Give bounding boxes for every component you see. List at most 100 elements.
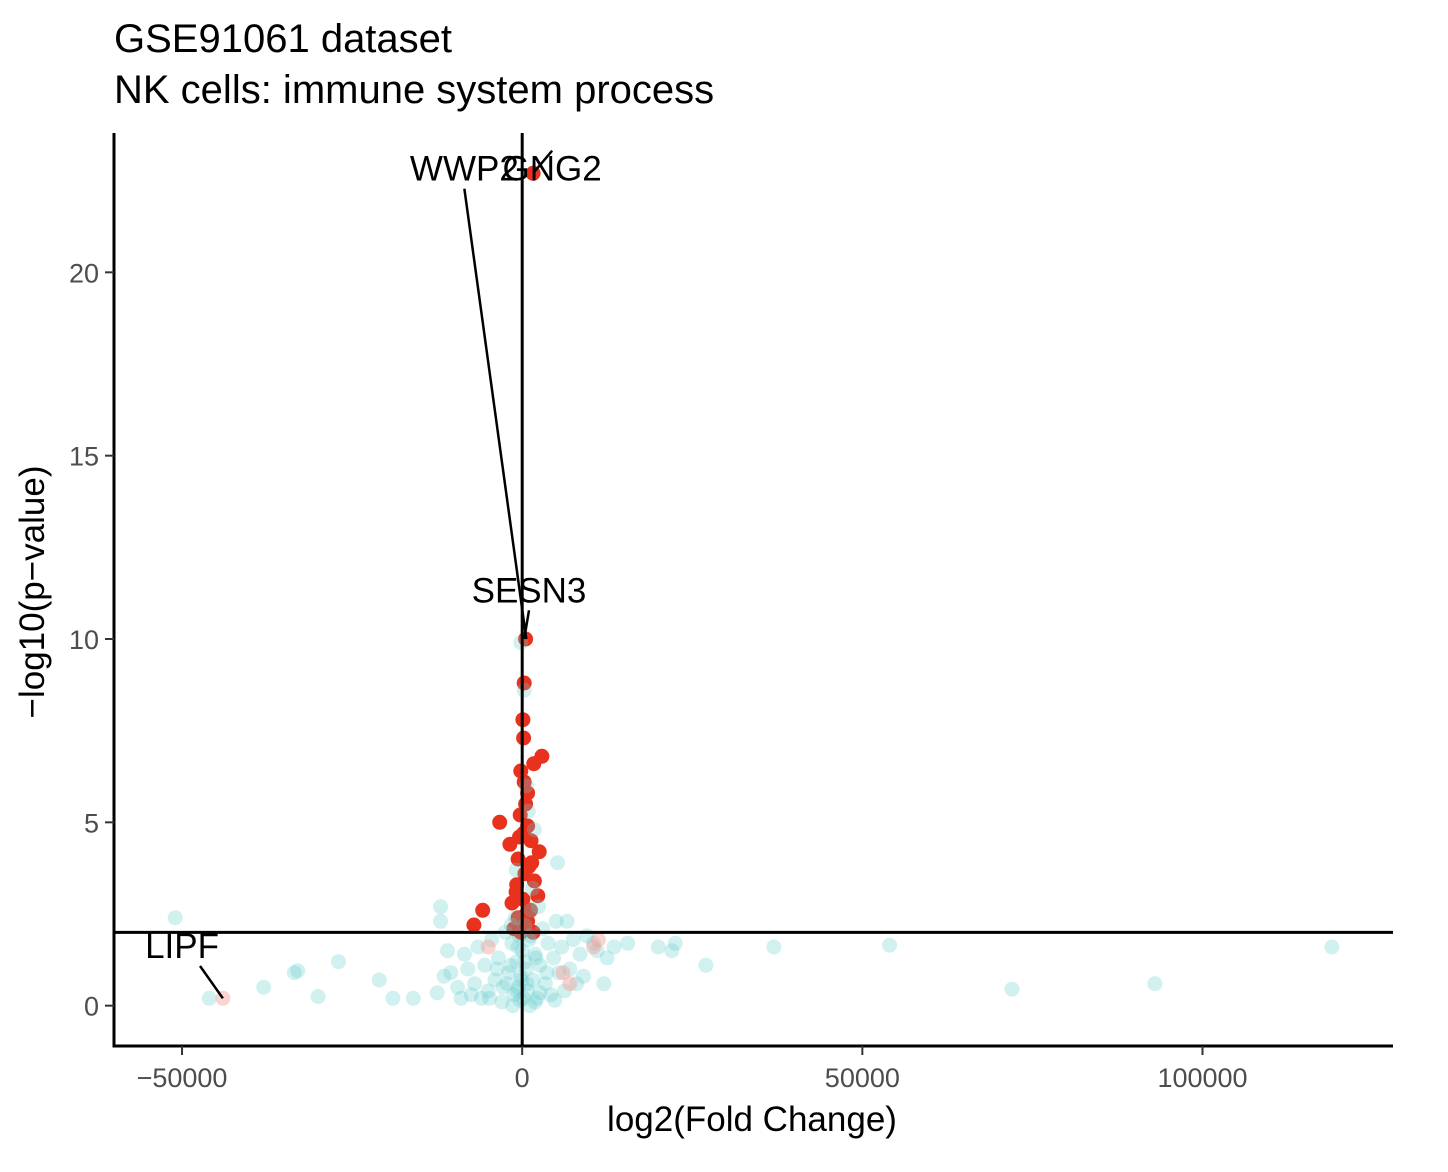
- data-point: [508, 884, 524, 900]
- y-axis-title: −log10(p−value): [13, 466, 52, 719]
- data-point: [512, 807, 528, 823]
- data-point: [463, 987, 479, 1003]
- data-point: [698, 957, 714, 973]
- series-1: [167, 635, 1340, 1014]
- chart-title: GSE91061 dataset: [114, 17, 452, 61]
- data-point: [489, 961, 505, 977]
- data-point: [466, 917, 482, 933]
- data-point: [310, 989, 326, 1004]
- data-point: [606, 939, 622, 955]
- data-point: [503, 957, 519, 973]
- data-point: [516, 675, 532, 691]
- data-point: [433, 913, 449, 929]
- data-point: [433, 899, 449, 915]
- data-point: [501, 965, 517, 981]
- data-point: [664, 943, 680, 959]
- data-point: [512, 992, 528, 1008]
- data-point: [522, 998, 538, 1014]
- data-point: [467, 976, 483, 992]
- data-point: [509, 954, 525, 970]
- data-point: [517, 954, 533, 970]
- data-point: [490, 950, 506, 966]
- data-point: [554, 939, 570, 955]
- data-point: [521, 932, 537, 948]
- data-point: [882, 937, 898, 953]
- data-point: [286, 965, 302, 981]
- data-point: [450, 979, 466, 995]
- y-tick-label: 10: [69, 625, 99, 655]
- data-point: [512, 829, 527, 845]
- data-point: [524, 880, 540, 896]
- data-point: [543, 987, 559, 1003]
- gene-label: WWP2: [410, 150, 519, 189]
- chart-subtitle: NK cells: immune system process: [114, 68, 714, 112]
- data-point: [531, 899, 546, 915]
- data-point: [505, 998, 521, 1014]
- data-point: [443, 965, 459, 981]
- data-point: [526, 756, 542, 772]
- data-point: [620, 935, 636, 951]
- data-point: [477, 957, 493, 973]
- data-point: [492, 814, 508, 830]
- data-point: [439, 943, 455, 959]
- data-point: [473, 990, 489, 1006]
- y-tick-label: 15: [69, 442, 99, 472]
- data-point: [484, 932, 500, 948]
- gene-label: GNG2: [503, 150, 602, 189]
- data-point: [559, 913, 575, 929]
- data-point: [569, 976, 585, 992]
- data-point: [495, 979, 511, 995]
- data-point: [539, 965, 555, 981]
- data-point: [482, 990, 497, 1006]
- data-point: [540, 935, 556, 951]
- data-point: [532, 957, 548, 973]
- data-point: [522, 928, 538, 944]
- y-tick-label: 5: [84, 808, 99, 838]
- data-point: [667, 935, 683, 951]
- data-point: [429, 985, 445, 1001]
- data-point: [436, 968, 452, 984]
- data-point: [499, 976, 515, 992]
- data-point: [596, 976, 612, 992]
- label-leader-line: [522, 610, 531, 640]
- data-point: [531, 844, 547, 860]
- data-point: [527, 994, 543, 1010]
- data-point: [256, 979, 272, 995]
- data-point: [506, 987, 522, 1003]
- data-point: [487, 972, 503, 988]
- gene-label: LIPF: [145, 927, 219, 966]
- data-point: [1004, 981, 1020, 997]
- data-point: [453, 990, 469, 1006]
- data-point: [523, 902, 539, 918]
- gene-label: SESN3: [472, 571, 587, 610]
- data-point: [589, 943, 605, 959]
- label-leader-line: [199, 965, 224, 1000]
- data-point: [537, 976, 553, 992]
- data-point: [470, 939, 486, 955]
- data-point: [520, 803, 536, 819]
- data-point: [548, 913, 564, 929]
- data-point: [516, 682, 532, 698]
- data-point: [460, 961, 476, 977]
- data-point: [1147, 976, 1163, 992]
- data-point: [525, 972, 541, 988]
- data-point: [586, 939, 602, 955]
- data-point: [405, 990, 421, 1006]
- data-point: [562, 976, 578, 992]
- y-tick-label: 20: [69, 258, 99, 288]
- x-tick-label: −50000: [137, 1063, 228, 1093]
- data-point: [572, 946, 588, 962]
- data-point: [527, 946, 543, 962]
- x-tick-label: 0: [515, 1063, 530, 1093]
- y-tick-label: 0: [84, 992, 99, 1022]
- x-axis-title: log2(Fold Change): [607, 1100, 897, 1139]
- data-point: [494, 994, 510, 1010]
- data-point: [529, 990, 545, 1006]
- x-tick-label: 50000: [825, 1063, 900, 1093]
- data-point: [650, 939, 666, 955]
- data-point: [562, 961, 578, 977]
- data-point: [590, 932, 606, 948]
- data-point: [456, 946, 472, 962]
